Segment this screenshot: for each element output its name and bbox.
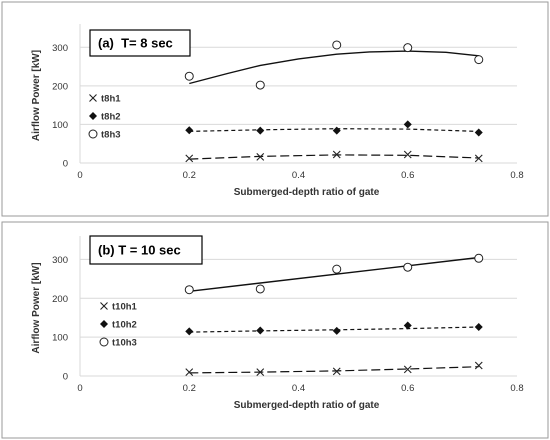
- x-tick-label: 0: [77, 170, 82, 181]
- legend-marker-t8h2: [89, 112, 97, 120]
- legend-item-t8h1: t8h1: [89, 94, 121, 105]
- data-point-t10h3: [184, 285, 194, 295]
- data-point-t8h3: [332, 40, 342, 50]
- y-axis-label: Airflow Power [kW]: [31, 262, 42, 353]
- legend-marker-t8h1: [89, 94, 97, 102]
- series-t8h2: [185, 120, 483, 137]
- trend-line-t8h3: [189, 50, 479, 85]
- x-axis-label: Submerged-depth ratio of gate: [234, 187, 380, 198]
- legend-item-t10h3: t10h3: [99, 337, 137, 349]
- data-point-t8h2: [332, 126, 341, 135]
- y-axis-label: Airflow Power [kW]: [31, 50, 42, 141]
- x-tick-label: 0.2: [183, 383, 196, 394]
- x-tick-label: 0.6: [401, 383, 414, 394]
- data-point-t8h2: [474, 128, 483, 137]
- data-point-t10h2: [256, 326, 265, 335]
- legend-label: t8h1: [101, 94, 121, 105]
- y-tick-label: 0: [63, 159, 68, 170]
- chart-panel-b: 0 100 200 300 0 0.2 0.4 0.6 0.8 Submerged-depth r…: [1, 221, 549, 439]
- x-tick-label: 0.8: [510, 170, 523, 181]
- legend-marker-t8h3: [88, 129, 98, 139]
- chart-title-box: (b) T = 10 sec: [89, 235, 203, 265]
- legend-item-t10h2: t10h2: [100, 320, 137, 331]
- panel-frame: [1, 1, 549, 217]
- y-tick-label: 300: [52, 255, 68, 266]
- chart-panel-a: 0 100 200 300 0 0.2 0.4 0.6 0.8 Submerged-depth r…: [1, 1, 549, 217]
- x-tick-label: 0.2: [183, 170, 196, 181]
- data-point-t8h1: [474, 154, 483, 163]
- data-point-t8h1: [403, 150, 412, 159]
- x-tick-label: 0: [77, 383, 82, 394]
- data-point-t10h3: [403, 262, 413, 272]
- data-point-t10h1: [256, 368, 265, 377]
- data-point-t8h1: [332, 150, 341, 159]
- data-point-t8h3: [474, 55, 484, 65]
- legend-label: t8h3: [101, 130, 121, 141]
- x-axis-label: Submerged-depth ratio of gate: [234, 400, 380, 411]
- y-tick-label: 100: [52, 120, 68, 131]
- data-point-t8h3: [255, 80, 265, 90]
- legend-item-t10h1: t10h1: [100, 302, 138, 313]
- data-point-t10h3: [332, 264, 342, 274]
- chart-title-box: (a) T= 8 sec: [89, 29, 191, 57]
- x-tick-label: 0.4: [292, 170, 305, 181]
- y-tick-label: 300: [52, 43, 68, 54]
- series-t8h3: [184, 40, 484, 90]
- legend-label: t10h2: [112, 320, 137, 331]
- data-point-t10h2: [332, 326, 341, 335]
- x-tick-label: 0.6: [401, 170, 414, 181]
- y-tick-label: 200: [52, 81, 68, 92]
- legend-label: t10h3: [112, 338, 137, 349]
- data-point-t8h3: [403, 43, 413, 53]
- series-t10h2: [185, 321, 483, 336]
- data-point-t10h1: [403, 365, 412, 374]
- data-point-t10h2: [474, 323, 483, 332]
- chart-title: (a) T= 8 sec: [98, 36, 173, 51]
- data-point-t10h1: [474, 361, 483, 370]
- legend-label: t10h1: [112, 302, 138, 313]
- x-tick-label: 0.4: [292, 383, 305, 394]
- data-point-t8h2: [403, 120, 412, 129]
- legend-item-t8h3: t8h3: [88, 129, 121, 141]
- data-point-t10h1: [185, 368, 194, 377]
- legend-marker-t10h2: [100, 320, 108, 328]
- legend-marker-t10h3: [99, 337, 109, 347]
- data-point-t8h1: [256, 152, 265, 161]
- data-point-t8h2: [256, 126, 265, 135]
- data-point-t10h2: [185, 327, 194, 336]
- data-point-t10h1: [332, 367, 341, 376]
- title-frame: [89, 235, 203, 265]
- y-tick-label: 200: [52, 294, 68, 305]
- legend-label: t8h2: [101, 112, 121, 123]
- y-tick-label: 0: [63, 372, 68, 383]
- data-point-t8h2: [185, 126, 194, 135]
- series-t10h3: [184, 253, 484, 295]
- y-tick-label: 100: [52, 333, 68, 344]
- legend-marker-t10h1: [100, 302, 108, 310]
- x-tick-label: 0.8: [510, 383, 523, 394]
- data-point-t10h3: [474, 253, 484, 263]
- chart-title: (b) T = 10 sec: [98, 243, 181, 258]
- data-point-t8h3: [184, 71, 194, 81]
- trend-line-t10h3: [189, 256, 479, 292]
- data-point-t10h3: [255, 284, 265, 294]
- legend-item-t8h2: t8h2: [89, 112, 121, 123]
- title-frame: [89, 29, 191, 57]
- data-point-t10h2: [403, 321, 412, 330]
- series-t8h1: [185, 150, 483, 163]
- series-t10h1: [185, 361, 483, 377]
- data-point-t8h1: [185, 154, 194, 163]
